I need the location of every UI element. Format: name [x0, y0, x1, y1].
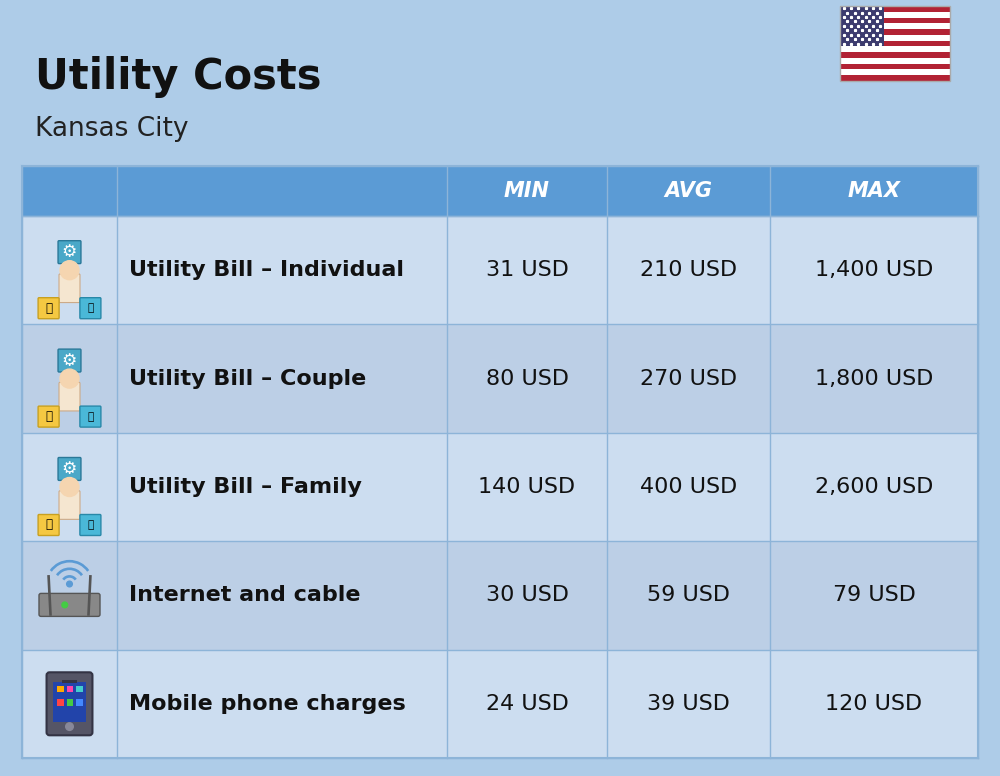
Bar [53, 682, 86, 722]
Text: 🚿: 🚿 [87, 303, 94, 314]
Bar [840, 29, 950, 35]
Bar [22, 541, 978, 650]
Bar [67, 686, 73, 692]
Text: 2,600 USD: 2,600 USD [815, 477, 933, 497]
Text: 24 USD: 24 USD [486, 694, 568, 714]
Text: 1,400 USD: 1,400 USD [815, 260, 933, 280]
Text: Utility Costs: Utility Costs [35, 56, 322, 98]
Text: Mobile phone charges: Mobile phone charges [129, 694, 406, 714]
Circle shape [60, 477, 79, 497]
Text: 🚿: 🚿 [87, 520, 94, 530]
Bar [840, 12, 950, 18]
Bar [840, 40, 950, 47]
Bar [840, 18, 950, 23]
Text: MIN: MIN [504, 181, 550, 201]
Text: 🔌: 🔌 [45, 302, 52, 315]
Bar [76, 699, 83, 705]
Bar [840, 6, 950, 12]
Text: Utility Bill – Couple: Utility Bill – Couple [129, 369, 366, 389]
FancyBboxPatch shape [80, 514, 101, 535]
Circle shape [60, 261, 79, 279]
Text: ⚙: ⚙ [62, 352, 77, 369]
Text: 79 USD: 79 USD [833, 585, 915, 605]
Circle shape [66, 722, 73, 730]
FancyBboxPatch shape [59, 274, 80, 303]
Bar [57, 699, 64, 705]
Text: 210 USD: 210 USD [640, 260, 737, 280]
Bar [67, 699, 73, 705]
Bar [22, 216, 978, 324]
Bar [840, 35, 950, 40]
Text: 59 USD: 59 USD [647, 585, 730, 605]
FancyBboxPatch shape [38, 514, 59, 535]
Text: 39 USD: 39 USD [647, 694, 730, 714]
Text: 400 USD: 400 USD [640, 477, 737, 497]
Bar [840, 6, 950, 81]
Bar [840, 47, 950, 52]
Text: ⚙: ⚙ [62, 460, 77, 478]
Text: 30 USD: 30 USD [486, 585, 568, 605]
Text: Utility Bill – Family: Utility Bill – Family [129, 477, 362, 497]
FancyBboxPatch shape [58, 458, 81, 480]
FancyBboxPatch shape [38, 298, 59, 319]
Text: Internet and cable: Internet and cable [129, 585, 360, 605]
Bar [840, 23, 950, 29]
Bar [840, 64, 950, 70]
Bar [840, 58, 950, 64]
Text: 120 USD: 120 USD [825, 694, 923, 714]
Bar [840, 70, 950, 75]
Text: Kansas City: Kansas City [35, 116, 188, 142]
FancyBboxPatch shape [47, 672, 92, 736]
Bar [57, 686, 64, 692]
Text: MAX: MAX [848, 181, 900, 201]
FancyBboxPatch shape [38, 406, 59, 427]
Text: 🔌: 🔌 [45, 518, 52, 532]
Bar [22, 166, 978, 216]
Text: 1,800 USD: 1,800 USD [815, 369, 933, 389]
Bar [22, 433, 978, 541]
Bar [840, 75, 950, 81]
FancyBboxPatch shape [59, 490, 80, 519]
Text: 🚿: 🚿 [87, 411, 94, 421]
Circle shape [67, 581, 72, 587]
FancyBboxPatch shape [58, 241, 81, 264]
Circle shape [60, 369, 79, 388]
Text: 270 USD: 270 USD [640, 369, 737, 389]
Bar [62, 680, 77, 683]
Text: 140 USD: 140 USD [478, 477, 576, 497]
Bar [840, 52, 950, 58]
Text: ⚙: ⚙ [62, 243, 77, 262]
FancyBboxPatch shape [80, 406, 101, 427]
FancyBboxPatch shape [59, 383, 80, 411]
Bar [22, 650, 978, 758]
Bar [76, 686, 83, 692]
FancyBboxPatch shape [58, 349, 81, 372]
Text: Utility Bill – Individual: Utility Bill – Individual [129, 260, 404, 280]
Text: 80 USD: 80 USD [486, 369, 568, 389]
Circle shape [62, 602, 68, 608]
FancyBboxPatch shape [80, 298, 101, 319]
FancyBboxPatch shape [39, 594, 100, 616]
Bar [22, 324, 978, 433]
Bar [840, 6, 884, 47]
Text: 🔌: 🔌 [45, 410, 52, 423]
Text: AVG: AVG [664, 181, 712, 201]
Text: 31 USD: 31 USD [486, 260, 568, 280]
